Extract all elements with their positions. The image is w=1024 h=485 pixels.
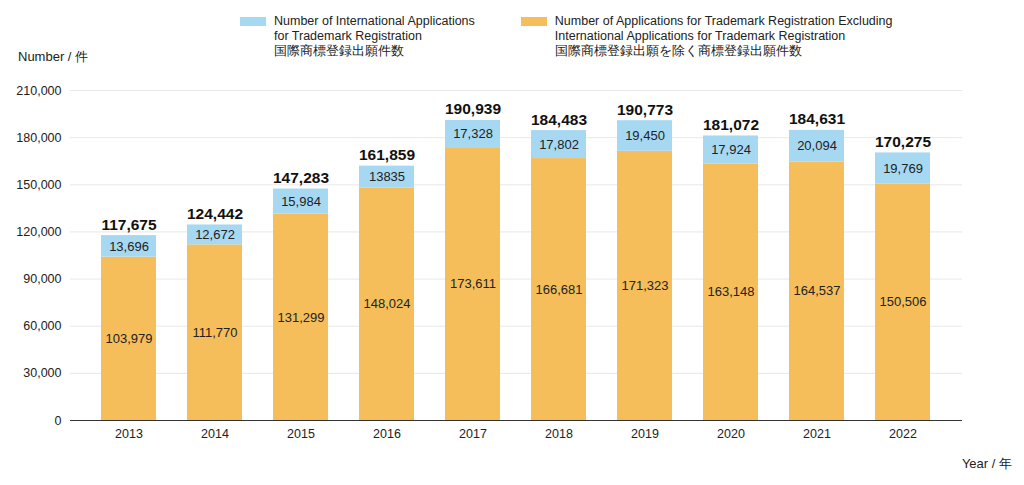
svg-text:2019: 2019	[631, 427, 659, 441]
svg-text:0: 0	[55, 414, 62, 428]
svg-text:181,072: 181,072	[703, 116, 759, 133]
svg-text:13835: 13835	[369, 169, 405, 184]
svg-text:13,696: 13,696	[109, 239, 149, 254]
svg-text:184,631: 184,631	[789, 110, 845, 127]
svg-text:161,859: 161,859	[359, 146, 415, 163]
svg-text:180,000: 180,000	[16, 131, 61, 145]
svg-text:2022: 2022	[889, 427, 917, 441]
svg-text:190,939: 190,939	[445, 100, 501, 117]
svg-text:150,000: 150,000	[16, 178, 61, 192]
html-text:Number / 件: Number / 件	[18, 49, 89, 64]
svg-text:173,611: 173,611	[450, 276, 496, 291]
svg-text:60,000: 60,000	[23, 319, 61, 333]
svg-text:117,675: 117,675	[101, 216, 157, 233]
svg-text:19,769: 19,769	[883, 161, 923, 176]
svg-text:131,299: 131,299	[278, 309, 325, 324]
svg-text:124,442: 124,442	[187, 205, 243, 222]
svg-text:15,984: 15,984	[281, 194, 321, 209]
svg-text:148,024: 148,024	[364, 296, 411, 311]
svg-text:2021: 2021	[803, 427, 831, 441]
svg-text:147,283: 147,283	[273, 169, 329, 186]
svg-text:2016: 2016	[373, 427, 401, 441]
svg-text:111,770: 111,770	[192, 325, 237, 340]
svg-text:171,323: 171,323	[622, 278, 669, 293]
html-text:Year / 年: Year / 年	[961, 456, 1012, 471]
svg-text:166,681: 166,681	[536, 282, 583, 297]
svg-text:17,802: 17,802	[539, 137, 579, 152]
svg-text:17,924: 17,924	[711, 142, 751, 157]
svg-text:163,148: 163,148	[708, 284, 755, 299]
svg-text:2015: 2015	[287, 427, 315, 441]
svg-text:164,537: 164,537	[794, 283, 841, 298]
svg-text:103,979: 103,979	[106, 331, 153, 346]
svg-text:2014: 2014	[201, 427, 229, 441]
svg-text:184,483: 184,483	[531, 111, 587, 128]
svg-text:210,000: 210,000	[16, 84, 61, 98]
svg-text:190,773: 190,773	[617, 101, 673, 118]
svg-text:12,672: 12,672	[195, 227, 235, 242]
svg-text:2018: 2018	[545, 427, 573, 441]
svg-text:2017: 2017	[459, 427, 487, 441]
svg-text:2013: 2013	[115, 427, 143, 441]
svg-text:90,000: 90,000	[23, 272, 61, 286]
svg-text:20,094: 20,094	[797, 138, 837, 153]
svg-text:120,000: 120,000	[16, 225, 61, 239]
svg-text:19,450: 19,450	[625, 128, 665, 143]
svg-text:17,328: 17,328	[453, 126, 493, 141]
html-text:Number of International Applic: Number of International Applications for…	[274, 14, 475, 58]
html-text:Number of Applications for Tra: Number of Applications for Trademark Reg…	[554, 14, 893, 58]
svg-text:30,000: 30,000	[23, 366, 61, 380]
svg-text:170,275: 170,275	[875, 133, 931, 150]
svg-text:2020: 2020	[717, 427, 745, 441]
svg-text:150,506: 150,506	[880, 294, 927, 309]
